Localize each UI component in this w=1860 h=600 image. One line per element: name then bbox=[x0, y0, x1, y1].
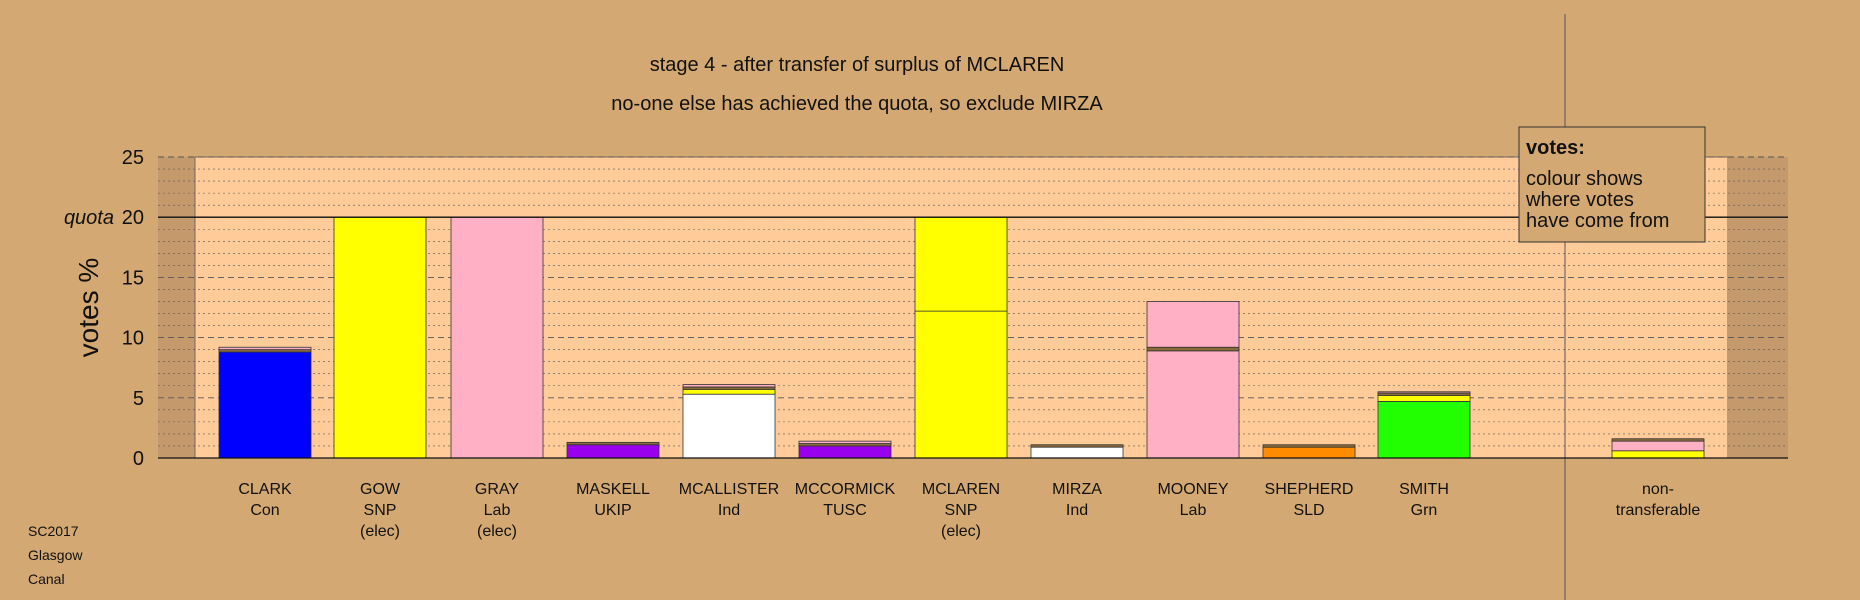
plot-margin-left bbox=[158, 157, 195, 458]
category-label: UKIP bbox=[594, 502, 631, 519]
category-label: MCLAREN bbox=[922, 481, 1000, 498]
quota-label: quota bbox=[64, 207, 114, 229]
bar-segment bbox=[1377, 394, 1471, 402]
footer-line: Canal bbox=[28, 571, 65, 587]
bar bbox=[1262, 444, 1356, 459]
bar-segment bbox=[682, 384, 776, 388]
chart-subtitle: no-one else has achieved the quota, so e… bbox=[611, 93, 1103, 115]
bar-segment bbox=[914, 310, 1008, 459]
bar-segment bbox=[682, 393, 776, 459]
bar bbox=[1377, 391, 1471, 459]
legend-line: where votes bbox=[1525, 189, 1634, 211]
category-label: SMITH bbox=[1399, 481, 1449, 498]
bar-segment bbox=[1030, 446, 1124, 459]
category-label: Lab bbox=[484, 502, 511, 519]
bar-segment bbox=[333, 216, 427, 459]
bar bbox=[333, 216, 427, 459]
bar-segment bbox=[1262, 446, 1356, 459]
legend-line: have come from bbox=[1526, 210, 1669, 232]
category-label: (elec) bbox=[941, 523, 981, 540]
category-label: SLD bbox=[1293, 502, 1324, 519]
bar-segment bbox=[1611, 440, 1705, 452]
bar-segment bbox=[1146, 346, 1240, 352]
category-label: MCCORMICK bbox=[795, 481, 896, 498]
bar bbox=[1611, 438, 1705, 459]
y-tick-label: 10 bbox=[122, 328, 144, 350]
y-tick-label: 0 bbox=[133, 448, 144, 470]
bar-segment bbox=[798, 445, 892, 459]
footer: SC2017 Glasgow Canal bbox=[28, 523, 83, 587]
category-label: CLARK bbox=[238, 481, 292, 498]
bar bbox=[798, 440, 892, 459]
y-tick-label: 25 bbox=[122, 147, 144, 169]
y-axis-label: votes % bbox=[73, 258, 104, 358]
category-label: TUSC bbox=[823, 502, 867, 519]
bar-segment bbox=[1377, 401, 1471, 459]
plot-margin-right bbox=[1728, 157, 1788, 458]
bar-segment bbox=[798, 440, 892, 444]
category-label: MOONEY bbox=[1157, 481, 1228, 498]
category-label: (elec) bbox=[477, 523, 517, 540]
bar bbox=[914, 216, 1008, 459]
category-label: Con bbox=[250, 502, 279, 519]
legend-line: colour shows bbox=[1526, 168, 1643, 190]
y-tick-label: 5 bbox=[133, 388, 144, 410]
y-tick-label: 15 bbox=[122, 267, 144, 289]
bar bbox=[218, 346, 312, 459]
footer-line: SC2017 bbox=[28, 523, 79, 539]
category-label: GOW bbox=[360, 481, 401, 498]
category-label: Grn bbox=[1411, 502, 1438, 519]
footer-line: Glasgow bbox=[28, 547, 83, 563]
bar bbox=[682, 384, 776, 459]
bar-segment bbox=[682, 388, 776, 395]
bar bbox=[1146, 301, 1240, 459]
category-label: SNP bbox=[364, 502, 397, 519]
category-label: SNP bbox=[945, 502, 978, 519]
category-label: GRAY bbox=[475, 481, 519, 498]
bar-segment bbox=[450, 216, 544, 459]
category-label: MCALLISTER bbox=[679, 481, 779, 498]
y-tick-label: 20 bbox=[122, 207, 144, 229]
legend-box bbox=[1518, 126, 1706, 243]
bar-segment bbox=[1030, 444, 1124, 448]
category-label: Ind bbox=[718, 502, 740, 519]
bar-segment bbox=[566, 444, 660, 459]
category-label: Ind bbox=[1066, 502, 1088, 519]
chart-title: stage 4 - after transfer of surplus of M… bbox=[650, 54, 1065, 76]
bar-segment bbox=[218, 351, 312, 459]
y-tick-labels: 0 5 10 15 20 25 bbox=[122, 147, 144, 470]
bar-segment bbox=[1146, 301, 1240, 348]
bar bbox=[566, 441, 660, 459]
category-label: (elec) bbox=[360, 523, 400, 540]
legend: votes: colour shows where votes have com… bbox=[1518, 126, 1706, 243]
bar-segment bbox=[566, 441, 660, 446]
bar-segment bbox=[1377, 391, 1471, 394]
bar-segment bbox=[1611, 438, 1705, 442]
bar bbox=[450, 216, 544, 459]
bar-segment bbox=[1146, 350, 1240, 459]
bar-segment bbox=[914, 216, 1008, 312]
bar-segment bbox=[1611, 450, 1705, 459]
bar bbox=[1030, 444, 1124, 459]
category-label: MASKELL bbox=[576, 481, 650, 498]
category-label: MIRZA bbox=[1052, 481, 1102, 498]
legend-heading: votes: bbox=[1526, 137, 1585, 159]
category-label: non- bbox=[1642, 481, 1674, 498]
category-label: Lab bbox=[1180, 502, 1207, 519]
category-labels: CLARK Con GOW SNP (elec) GRAY Lab (elec) MASKELL… bbox=[238, 481, 1700, 540]
bar-segment bbox=[218, 346, 312, 351]
category-label: transferable bbox=[1616, 502, 1701, 519]
category-label: SHEPHERD bbox=[1265, 481, 1354, 498]
bar-segment bbox=[1262, 444, 1356, 448]
bars bbox=[218, 216, 1705, 459]
